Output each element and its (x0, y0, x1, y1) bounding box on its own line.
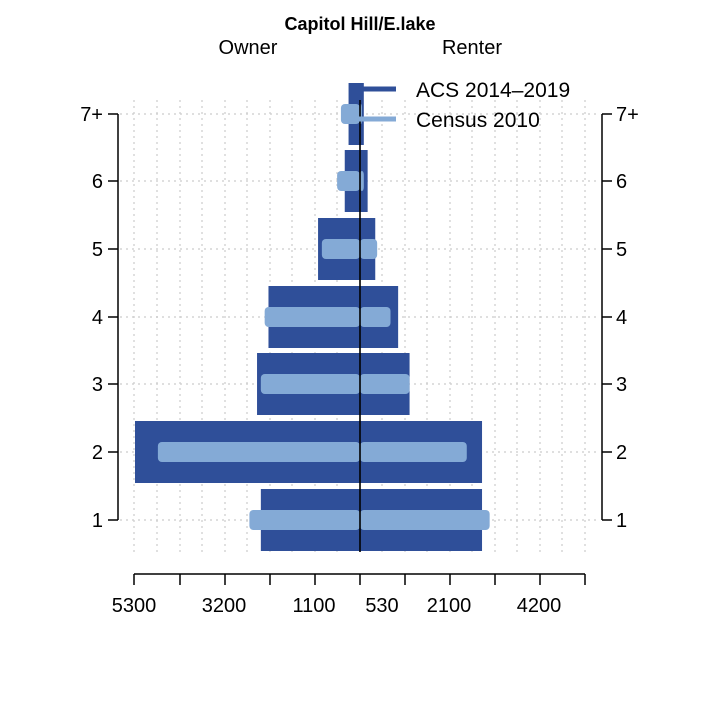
left-y-axis: 1 2 3 4 5 6 7+ (80, 104, 119, 532)
census-renter-bar-5 (360, 239, 378, 259)
x-tick-label-2: 1100 (292, 595, 335, 617)
census-renter-bar-3 (360, 374, 410, 394)
legend-label-census: Census 2010 (416, 109, 540, 132)
left-tick-label-2: 2 (92, 442, 103, 464)
census-renter-bar-4 (360, 307, 391, 327)
x-tick-label-4: 2100 (427, 595, 472, 617)
x-tick-label-0: 5300 (112, 595, 157, 617)
census-owner-bar-2 (157, 442, 360, 462)
census-owner-bar-3 (260, 374, 360, 394)
right-tick-label-2: 2 (616, 442, 627, 464)
left-tick-label-6: 6 (92, 171, 103, 193)
right-tick-label-7+: 7+ (616, 104, 639, 126)
acs-renter-bar-7+ (360, 83, 364, 145)
left-tick-label-7+: 7+ (80, 104, 103, 126)
left-tick-label-5: 5 (92, 239, 103, 261)
x-tick-label-1: 3200 (202, 595, 247, 617)
legend: ACS 2014–2019 Census 2010 (352, 79, 570, 132)
right-tick-label-6: 6 (616, 171, 627, 193)
right-tick-label-1: 1 (616, 510, 627, 532)
census-renter-bar-6 (360, 171, 364, 191)
census-owner-bar-4 (264, 307, 360, 327)
census-renter-bar-1 (360, 510, 490, 530)
legend-label-acs: ACS 2014–2019 (416, 79, 570, 102)
left-tick-label-1: 1 (92, 510, 103, 532)
x-tick-label-5: 4200 (517, 595, 562, 617)
census-owner-bar-1 (249, 510, 360, 530)
right-tick-label-5: 5 (616, 239, 627, 261)
right-y-axis: 1 2 3 4 5 6 7+ (601, 104, 639, 532)
census-owner-bar-5 (321, 239, 360, 259)
renter-label: Renter (442, 37, 502, 59)
x-axis: 5300 3200 1100 530 2100 4200 (112, 573, 586, 617)
right-tick-label-4: 4 (616, 307, 627, 329)
right-tick-label-3: 3 (616, 374, 627, 396)
x-tick-label-3: 530 (365, 595, 398, 617)
census-series (157, 104, 490, 530)
owner-label: Owner (219, 37, 278, 59)
census-renter-bar-2 (360, 442, 467, 462)
chart-title: Capitol Hill/E.lake (284, 14, 435, 34)
left-tick-label-3: 3 (92, 374, 103, 396)
left-tick-label-4: 4 (92, 307, 103, 329)
census-owner-bar-6 (337, 171, 360, 191)
